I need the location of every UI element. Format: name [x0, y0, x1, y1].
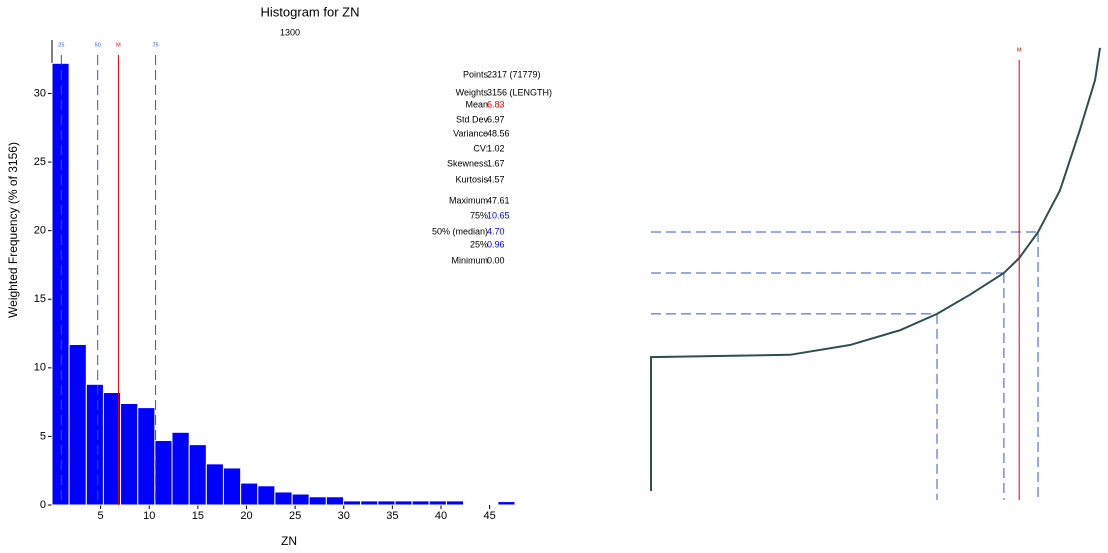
y-tick-label: 30 — [34, 87, 46, 99]
bar — [377, 500, 396, 506]
stat-label: 50% (median) — [432, 226, 488, 236]
stat-value: 2317 (71779) — [487, 69, 541, 79]
y-tick-label: 0 — [40, 499, 46, 511]
bar — [51, 62, 70, 506]
stat-value: 1.02 — [487, 143, 505, 153]
x-axis-label: ZN — [281, 534, 297, 548]
stat-value: 10.65 — [487, 210, 510, 220]
marker-label: 25 — [58, 42, 64, 48]
x-tick-label: 10 — [143, 510, 155, 522]
x-tick-label: 40 — [435, 510, 447, 522]
stat-value: 0.96 — [487, 239, 505, 249]
bar — [257, 485, 276, 506]
bar — [411, 500, 430, 506]
bar — [222, 467, 242, 506]
y-tick-label: 25 — [34, 156, 46, 168]
y-axis-label: Weighted Frequency (% of 3156) — [6, 142, 20, 318]
mean-label: M — [1017, 47, 1022, 53]
stat-value: 4.70 — [487, 226, 505, 236]
chart-title: Histogram for ZN — [261, 4, 360, 19]
bar — [188, 444, 207, 506]
stat-value: 3156 (LENGTH) — [487, 87, 552, 97]
bar — [240, 482, 259, 506]
y-tick-label: 10 — [34, 362, 46, 374]
stat-label: Points — [463, 69, 489, 79]
stat-value: 0.00 — [487, 255, 505, 265]
bar — [445, 500, 465, 506]
x-tick-label: 25 — [289, 510, 301, 522]
stat-label: Std Dev — [456, 114, 489, 124]
y-tick-label: 5 — [40, 430, 46, 442]
x-tick-label: 35 — [386, 510, 398, 522]
stat-label: Kurtosis — [455, 174, 488, 184]
bar — [120, 402, 139, 506]
bar — [360, 500, 379, 506]
stat-label: Variance — [453, 128, 488, 138]
stat-value: 6.83 — [487, 99, 505, 109]
bar — [85, 383, 104, 506]
bar — [137, 407, 156, 506]
marker-label: M — [116, 42, 121, 48]
bar — [394, 500, 413, 506]
bar — [171, 431, 190, 506]
stat-label: Maximum — [449, 195, 488, 205]
stat-label: 75% — [470, 210, 488, 220]
y-tick-label: 20 — [34, 225, 46, 237]
bar — [497, 501, 516, 506]
stat-value: 4.57 — [487, 174, 505, 184]
x-tick-label: 45 — [483, 510, 495, 522]
bar — [343, 500, 362, 506]
stat-value: 6.97 — [487, 114, 505, 124]
stat-value: 47.61 — [487, 195, 510, 205]
x-tick-label: 15 — [192, 510, 204, 522]
stat-value: 1.67 — [487, 158, 505, 168]
bar — [308, 496, 327, 506]
stat-label: Mean — [465, 99, 488, 109]
stat-label: Skewness — [447, 158, 489, 168]
x-tick-label: 20 — [240, 510, 252, 522]
stat-value: 48.56 — [487, 128, 510, 138]
bar — [68, 344, 87, 506]
marker-label: 75 — [153, 42, 159, 48]
chart-subtitle: 1300 — [280, 27, 300, 37]
x-tick-label: 30 — [338, 510, 350, 522]
stat-label: 25% — [470, 239, 488, 249]
cumulative-line — [650, 47, 1101, 492]
stat-label: Weights — [456, 87, 489, 97]
bar — [428, 500, 447, 506]
stat-label: CV: — [473, 143, 488, 153]
bar — [291, 493, 310, 506]
x-tick-label: 5 — [98, 510, 104, 522]
bar — [154, 440, 173, 506]
y-tick-label: 15 — [34, 293, 46, 305]
marker-label: 50 — [95, 42, 101, 48]
bar — [325, 496, 345, 506]
stat-label: Minimum — [451, 255, 488, 265]
bar — [205, 463, 224, 506]
bar — [274, 491, 293, 506]
